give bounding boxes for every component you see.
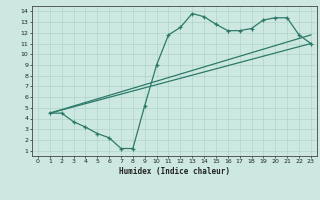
X-axis label: Humidex (Indice chaleur): Humidex (Indice chaleur) <box>119 167 230 176</box>
